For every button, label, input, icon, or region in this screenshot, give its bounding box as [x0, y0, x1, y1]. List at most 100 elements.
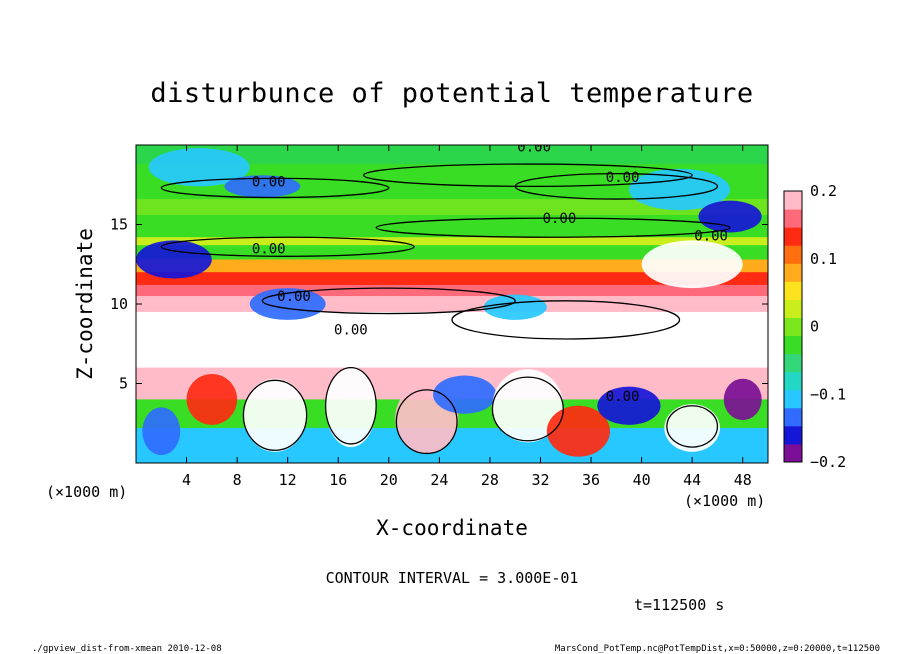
temperature-cell-0 [148, 148, 250, 187]
colorbar-cell-7 [784, 317, 802, 337]
x-tick-label-8: 36 [582, 471, 600, 489]
contour-line-4 [160, 236, 415, 257]
temperature-band-6 [136, 259, 768, 273]
contour-label-1: 0.00 [606, 170, 640, 186]
colorbar-cell-2 [784, 407, 802, 427]
temperature-band-7 [136, 272, 768, 286]
colorbar-frame [783, 190, 803, 463]
x-tick-label-9: 40 [633, 471, 651, 489]
temperature-band-4 [136, 237, 768, 246]
x-tick-label-6: 28 [481, 471, 499, 489]
footer-right: MarsCond_PotTemp.nc@PotTempDist,x=0:5000… [555, 644, 880, 654]
colorbar-tick-label-1: 0.1 [810, 250, 837, 268]
colorbar-cell-4 [784, 371, 802, 391]
colorbar-cell-8 [784, 299, 802, 318]
contour-line-6 [451, 300, 681, 340]
temperature-cell-1 [224, 175, 301, 198]
contour-lines [160, 163, 731, 455]
x-unit-right: (×1000 m) [684, 492, 765, 510]
contour-label-6: 0.00 [277, 289, 311, 305]
contour-labels: 0.00 0.00 0.00 0.00 0.00 0.00 0.00 0.00 0.00 [252, 140, 728, 405]
y-tick-label-2: 15 [110, 216, 128, 234]
temperature-cell-4 [136, 240, 212, 279]
colorbar-tick-label-3: −0.1 [810, 385, 846, 403]
colorbar: 0.2 0.1 0 −0.1 −0.2 [783, 182, 846, 471]
footer-left: ./gpview_dist-from-xmean 2010-12-08 [32, 644, 222, 654]
temperature-band-2 [136, 199, 768, 216]
temperature-cell-16 [664, 404, 720, 452]
colorbar-cell-3 [784, 389, 802, 409]
contour-label-4: 0.00 [694, 229, 728, 245]
x-axis-ticks: 4 8 12 16 20 24 28 32 36 40 44 48 [182, 145, 752, 489]
contour-line-5 [261, 287, 516, 315]
x-tick-label-3: 16 [329, 471, 347, 489]
y-tick-label-1: 10 [110, 295, 128, 313]
contour-line-0 [362, 163, 693, 187]
y-axis-label: Z-coordinate [73, 228, 97, 380]
x-tick-label-7: 32 [531, 471, 549, 489]
colorbar-cell-9 [784, 281, 802, 300]
contour-line-1 [514, 172, 719, 200]
x-tick-label-4: 20 [380, 471, 398, 489]
colorbar-cell-14 [784, 191, 802, 210]
temperature-cells [136, 148, 762, 457]
colorbar-cell-13 [784, 209, 802, 228]
colorbar-tick-label-4: −0.2 [810, 453, 846, 471]
x-unit-left: (×1000 m) [46, 483, 127, 501]
x-tick-label-1: 8 [233, 471, 242, 489]
temperature-band-8 [136, 284, 768, 297]
temperature-cell-17 [723, 378, 762, 421]
x-tick-label-11: 48 [734, 471, 752, 489]
x-tick-label-2: 12 [279, 471, 297, 489]
y-tick-label-0: 5 [119, 375, 128, 393]
contour-line-7 [242, 379, 308, 451]
colorbar-cell-0 [784, 443, 802, 463]
temperature-cell-7 [483, 294, 547, 320]
contour-label-0: 0.00 [517, 140, 551, 156]
contour-line-3 [375, 217, 731, 238]
temperature-cell-2 [628, 168, 731, 211]
time-stamp: t=112500 s [634, 596, 724, 614]
temperature-cell-9 [243, 378, 307, 452]
x-tick-label-10: 44 [683, 471, 701, 489]
x-axis-label: X-coordinate [376, 516, 528, 540]
colorbar-cell-1 [784, 425, 802, 445]
temperature-cell-13 [492, 369, 564, 443]
colorbar-cell-11 [784, 245, 802, 264]
temperature-cell-3 [698, 200, 762, 233]
temperature-cell-18 [142, 407, 181, 456]
y-axis-ticks: 5 10 15 [110, 216, 768, 393]
chart-title: disturbunce of potential temperature [150, 78, 753, 109]
contour-line-9 [491, 376, 564, 442]
colorbar-cell-5 [784, 353, 802, 373]
temperature-cell-5 [641, 240, 743, 289]
contour-line-2 [160, 177, 390, 199]
contour-line-10 [395, 389, 458, 455]
temperature-cell-14 [546, 405, 611, 457]
temperature-cell-6 [249, 288, 326, 320]
colorbar-cells [784, 191, 802, 463]
contour-line-11 [666, 405, 719, 448]
colorbar-tick-label-2: 0 [810, 318, 819, 336]
contour-interval-note: CONTOUR INTERVAL = 3.000E-01 [326, 569, 579, 587]
temperature-cell-8 [186, 373, 238, 425]
contour-label-2: 0.00 [252, 175, 286, 191]
temperature-cell-10 [325, 367, 377, 448]
temperature-band-3 [136, 214, 768, 238]
temperature-cell-15 [597, 386, 661, 425]
colorbar-tick-label-0: 0.2 [810, 182, 837, 200]
colorbar-cell-10 [784, 263, 802, 282]
colorbar-cell-12 [784, 227, 802, 246]
colorbar-cell-6 [784, 335, 802, 355]
x-tick-label-0: 4 [182, 471, 191, 489]
temperature-band-0 [136, 145, 768, 165]
contour-label-3: 0.00 [543, 211, 577, 227]
contour-line-8 [324, 366, 377, 445]
temperature-cell-12 [433, 375, 497, 414]
contour-label-8: 0.00 [606, 389, 640, 405]
x-tick-label-5: 24 [430, 471, 448, 489]
temperature-band-9 [136, 296, 768, 313]
contour-label-7: 0.00 [334, 322, 368, 338]
